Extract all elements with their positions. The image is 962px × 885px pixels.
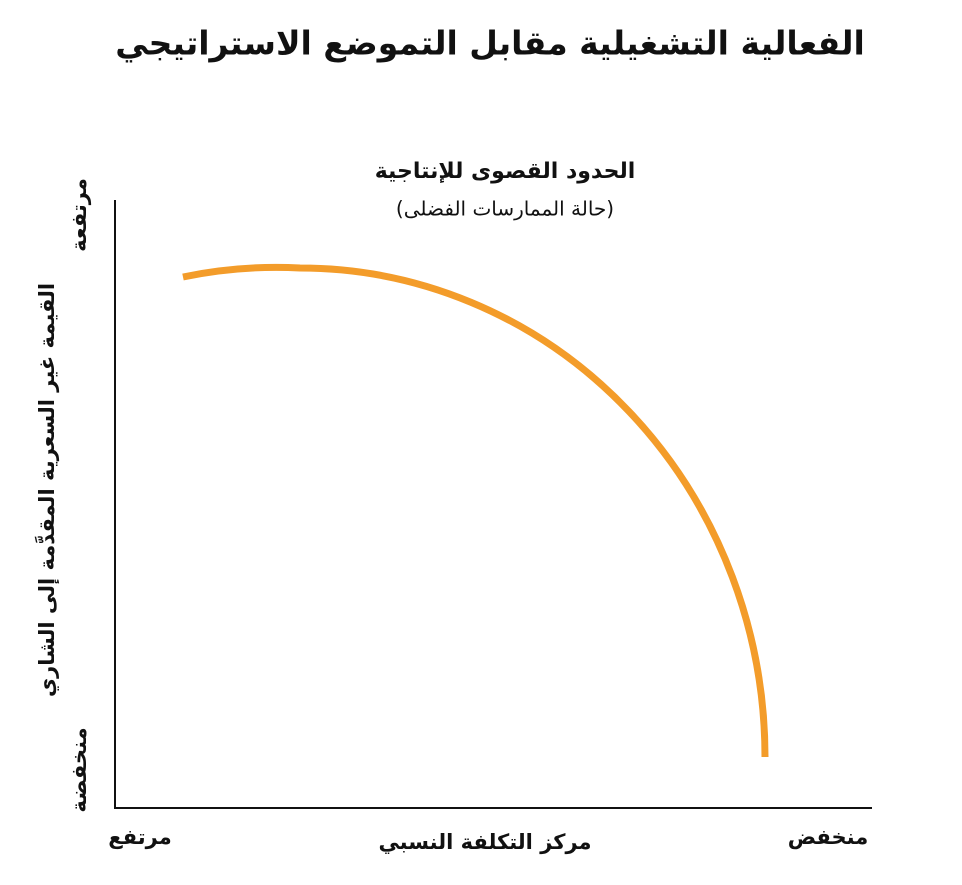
x-axis-label: مركز التكلفة النسبي — [378, 830, 591, 854]
x-axis-high: مرتفع — [108, 825, 171, 849]
frontier-label: الحدود القصوى للإنتاجية — [375, 159, 636, 184]
y-axis-high: مرتفعة — [67, 178, 91, 252]
frontier-curve — [182, 263, 769, 758]
frontier-sublabel: (حالة الممارسات الفضلى) — [396, 197, 614, 221]
x-axis-low: منخفض — [788, 825, 868, 849]
y-axis-label: القيمة غير السعرية المقدَّمة إلى الشاري — [34, 283, 60, 697]
title: الفعالية التشغيلية مقابل التموضع الاسترا… — [115, 24, 865, 64]
y-axis-low: منخفضة — [67, 727, 91, 812]
